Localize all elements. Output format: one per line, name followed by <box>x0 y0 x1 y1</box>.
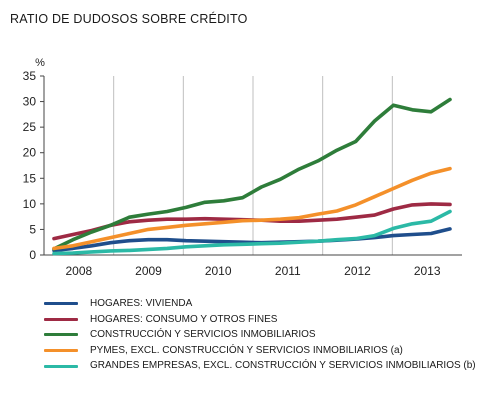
legend-swatch <box>44 364 78 368</box>
legend-label: PYMES, EXCL. CONSTRUCCIÓN Y SERVICIOS IN… <box>90 344 403 356</box>
x-tick-label: 2008 <box>65 264 92 278</box>
chart-title: RATIO DE DUDOSOS SOBRE CRÉDITO <box>10 12 248 26</box>
y-tick-label: 20 <box>23 146 37 160</box>
legend-swatch <box>44 349 78 353</box>
y-tick-label: 35 <box>23 69 37 83</box>
y-tick-label: 30 <box>23 95 37 109</box>
legend-label: CONSTRUCCIÓN Y SERVICIOS INMOBILIARIOS <box>90 329 316 341</box>
legend-label: GRANDES EMPRESAS, EXCL. CONSTRUCCIÓN Y S… <box>90 360 476 372</box>
x-tick-label: 2011 <box>275 264 301 278</box>
series-line-4 <box>52 166 452 251</box>
y-tick-label: 5 <box>29 222 36 236</box>
legend-item: PYMES, EXCL. CONSTRUCCIÓN Y SERVICIOS IN… <box>44 343 476 359</box>
legend-swatch <box>44 317 78 321</box>
y-tick-label: 25 <box>23 120 37 134</box>
y-tick-label: 0 <box>29 248 36 262</box>
legend-item: HOGARES: VIVIENDA <box>44 296 476 312</box>
legend-label: HOGARES: VIVIENDA <box>90 298 193 309</box>
legend-item: CONSTRUCCIÓN Y SERVICIOS INMOBILIARIOS <box>44 327 476 343</box>
x-tick-label: 2012 <box>344 264 371 278</box>
series-line-5 <box>52 209 452 256</box>
series-line-3 <box>52 97 452 251</box>
y-tick-label: 15 <box>23 171 37 185</box>
legend-item: GRANDES EMPRESAS, EXCL. CONSTRUCCIÓN Y S… <box>44 358 476 374</box>
legend-swatch <box>44 333 78 337</box>
y-tick-label: 10 <box>23 197 37 211</box>
legend-swatch <box>44 302 78 306</box>
legend-label: HOGARES: CONSUMO Y OTROS FINES <box>90 313 278 325</box>
x-tick-label: 2009 <box>135 264 162 278</box>
chart-legend: HOGARES: VIVIENDA HOGARES: CONSUMO Y OTRO… <box>44 296 476 374</box>
y-axis-unit-label: % <box>35 57 45 69</box>
x-tick-label: 2010 <box>205 264 232 278</box>
x-tick-label: 2013 <box>414 264 441 278</box>
legend-item: HOGARES: CONSUMO Y OTROS FINES <box>44 312 476 328</box>
